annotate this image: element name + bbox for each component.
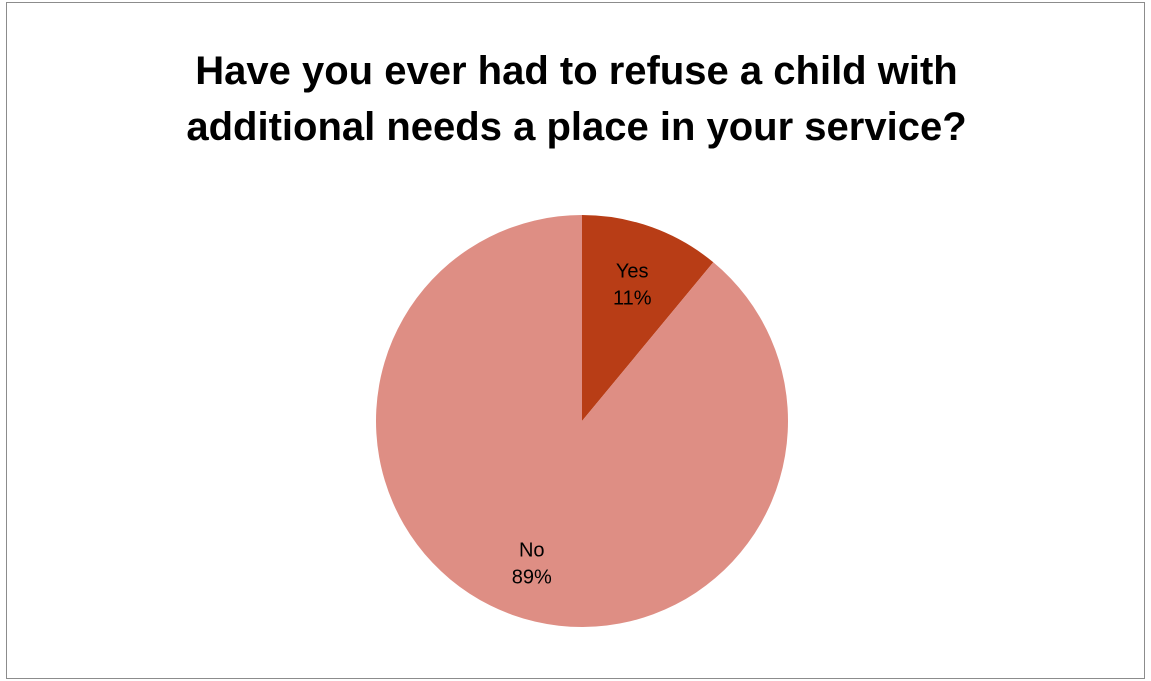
chart-title-line-1: Have you ever had to refuse a child with xyxy=(195,49,958,93)
slice-label-no: No xyxy=(519,540,545,562)
slice-label-yes: Yes xyxy=(616,260,649,282)
pie-slices xyxy=(376,215,788,627)
chart-title-line-2: additional needs a place in your service… xyxy=(186,105,967,149)
slice-value-no: 89% xyxy=(512,567,552,589)
chart-frame: Have you ever had to refuse a child with… xyxy=(6,2,1145,679)
pie-chart: Yes 11% No 89% xyxy=(376,215,788,627)
pie-labels: Yes 11% No 89% xyxy=(512,260,652,588)
chart-title: Have you ever had to refuse a child with… xyxy=(7,43,1146,155)
slice-value-yes: 11% xyxy=(613,287,652,309)
pie-slice-yes xyxy=(582,215,714,421)
pie-slice-no xyxy=(376,215,788,627)
